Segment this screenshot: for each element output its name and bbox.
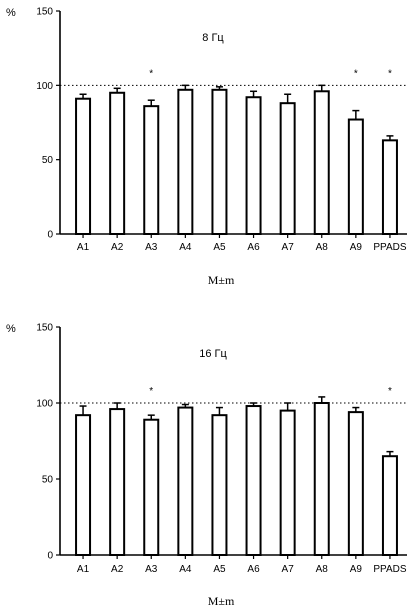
y-axis-unit-label: % — [6, 7, 16, 19]
chart-title: 16 Гц — [199, 348, 227, 360]
bar — [313, 90, 330, 235]
x-tick-label: A6 — [247, 564, 260, 575]
chart-title: 8 Гц — [202, 32, 224, 44]
bar — [109, 91, 126, 236]
bar — [75, 414, 92, 556]
bar — [109, 408, 126, 556]
y-tick-label: 0 — [47, 551, 53, 562]
x-tick-label: A9 — [350, 242, 363, 253]
significance-mark: * — [354, 68, 358, 79]
significance-mark: * — [149, 386, 153, 397]
y-axis-unit-label: % — [6, 323, 16, 335]
x-tick-label: A8 — [316, 564, 329, 575]
x-tick-label: A3 — [145, 242, 158, 253]
significance-mark: * — [388, 68, 392, 79]
bar — [245, 96, 262, 235]
x-tick-label: A7 — [282, 242, 295, 253]
x-tick-label: A2 — [111, 564, 124, 575]
x-tick-label: A5 — [213, 242, 226, 253]
y-tick-label: 100 — [36, 399, 53, 410]
bar — [381, 455, 398, 557]
x-tick-label: A9 — [350, 564, 363, 575]
bar — [177, 406, 194, 556]
x-tick-label: A2 — [111, 242, 124, 253]
y-tick-label: 100 — [36, 81, 53, 92]
x-tick-label: A4 — [179, 242, 192, 253]
y-tick-label: 0 — [47, 230, 53, 241]
chart-caption: M±m — [208, 594, 235, 608]
bar — [75, 97, 92, 235]
x-tick-label: PPADS — [373, 564, 406, 575]
chart-panel-8hz: % 8 Гц M±m 0 50 100 150 A1 A2 A3 * A4 A5 A6 A7 A8 A9 *… — [6, 7, 407, 287]
bar — [143, 418, 160, 556]
chart-caption: M±m — [208, 273, 235, 287]
x-tick-label: A6 — [247, 242, 260, 253]
bar — [279, 102, 296, 235]
bar — [347, 411, 364, 556]
x-tick-label: A1 — [77, 242, 90, 253]
bar — [211, 88, 228, 235]
y-tick-label: 50 — [42, 155, 54, 166]
bar — [177, 88, 194, 235]
x-tick-label: A4 — [179, 564, 192, 575]
x-tick-label: A1 — [77, 564, 90, 575]
x-tick-label: PPADS — [373, 242, 406, 253]
x-tick-label: A3 — [145, 564, 158, 575]
x-tick-label: A7 — [282, 564, 295, 575]
x-tick-label: A5 — [213, 564, 226, 575]
y-tick-label: 150 — [36, 323, 53, 334]
chart-panel-16hz: % 16 Гц M±m 0 50 100 150 A1 A2 A3 * A4 A5 A6 A7 A8 A9… — [6, 323, 407, 608]
bar — [313, 402, 330, 556]
bar — [245, 405, 262, 557]
bar — [211, 414, 228, 556]
bar — [347, 118, 364, 235]
y-tick-label: 150 — [36, 7, 53, 18]
bar — [279, 409, 296, 556]
significance-mark: * — [388, 386, 392, 397]
x-tick-label: A8 — [316, 242, 329, 253]
significance-mark: * — [149, 68, 153, 79]
y-tick-label: 50 — [42, 475, 54, 486]
bar — [143, 105, 160, 235]
bar — [381, 139, 398, 235]
